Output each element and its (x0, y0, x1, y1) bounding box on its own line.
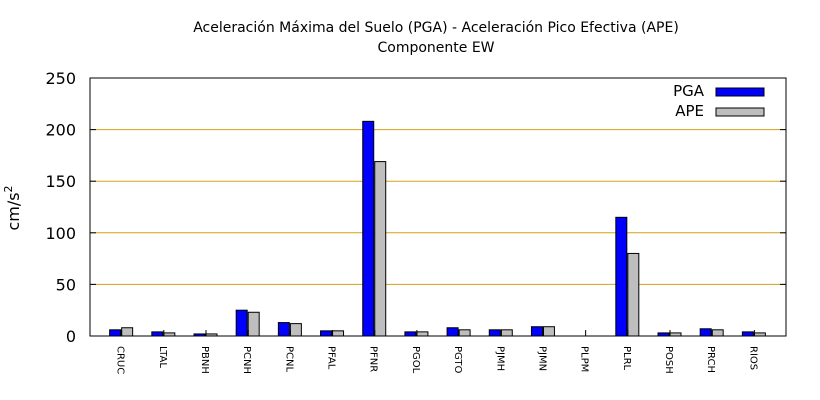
x-tick-label: PGTO (452, 346, 463, 374)
y-tick-label: 100 (45, 224, 76, 243)
bar-pga (488, 329, 501, 337)
x-tick-label: PRCH (705, 346, 716, 373)
y-tick-label: 200 (45, 121, 76, 140)
bar-pga (404, 331, 417, 337)
bar-ape (289, 323, 302, 337)
bar-pga (277, 322, 290, 337)
bar-ape (416, 331, 429, 337)
x-tick-label: PFNR (368, 346, 379, 372)
bar-pga (109, 329, 122, 337)
bar-pga (320, 330, 333, 337)
bar-pga (699, 328, 712, 337)
bar-pga (235, 309, 248, 337)
x-tick-label: PBNH (199, 346, 210, 374)
x-tick-label: CRUC (115, 346, 126, 374)
bar-ape (458, 329, 471, 337)
bar-pga (446, 327, 459, 337)
bar-ape (627, 252, 640, 337)
legend: PGA APE (673, 82, 765, 120)
plot-frame (89, 77, 787, 337)
legend-swatch-pga (715, 87, 765, 97)
y-tick-label: 50 (56, 275, 76, 294)
bar-ape (500, 329, 513, 337)
x-tick-label: RIOS (747, 346, 758, 370)
legend-label: PGA (673, 82, 705, 100)
x-tick-label: PLRL (621, 346, 632, 371)
x-tick-label: PCNL (283, 346, 294, 372)
x-axis-ticks: CRUC LTAL PBNH PCNH PCNL PFAL PFNR PGOL PGTO PJMH… (115, 330, 758, 374)
grid-lines (90, 129, 786, 285)
svg-text:cm/s2: cm/s2 (2, 185, 23, 230)
y-tick-label: 150 (45, 172, 76, 191)
bar-ape (332, 330, 345, 337)
x-tick-label: PJMH (494, 346, 505, 371)
chart-subtitle: Componente EW (377, 40, 494, 56)
bar-pga (615, 216, 628, 337)
chart-title: Aceleración Máxima del Suelo (PGA) - Ace… (193, 20, 679, 36)
legend-label: APE (675, 102, 704, 120)
x-tick-label: PFAL (326, 346, 337, 370)
bar-pga (741, 331, 754, 337)
bar-ape (247, 311, 260, 337)
bar-ape (374, 161, 387, 337)
bar-ape (711, 329, 724, 337)
x-tick-label: PGOL (410, 346, 421, 374)
x-tick-label: PJMN (536, 346, 547, 371)
x-tick-label: PLPM (579, 346, 590, 372)
x-tick-label: POSH (663, 346, 674, 374)
bar-pga (530, 326, 543, 337)
x-tick-label: LTAL (157, 346, 168, 368)
y-tick-label: 250 (45, 69, 76, 88)
y-axis-label-base: cm/s (4, 192, 23, 230)
y-tick-label: 0 (66, 327, 76, 346)
bars (109, 120, 766, 337)
bar-pga (151, 331, 164, 337)
x-tick-label: PCNH (241, 346, 252, 374)
bar-ape (121, 327, 134, 337)
legend-swatch-ape (715, 107, 765, 117)
y-axis-label-exponent: 2 (2, 185, 15, 192)
y-axis-label: cm/s2 (2, 185, 23, 230)
bar-pga (362, 120, 375, 337)
bar-ape (542, 326, 555, 337)
y-axis-ticks: 0 50 100 150 200 250 (45, 69, 786, 346)
